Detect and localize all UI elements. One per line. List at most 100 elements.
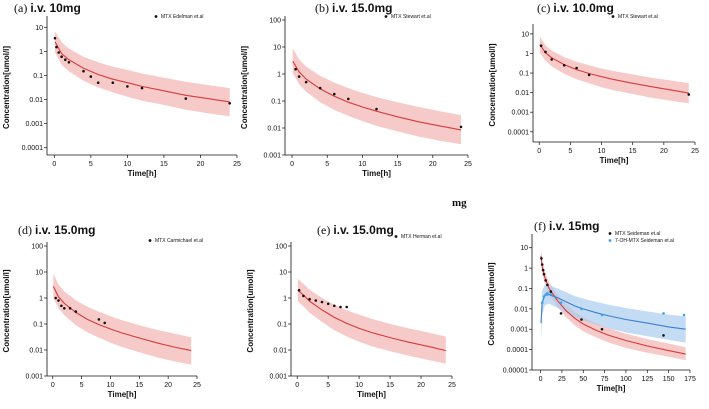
panel-title: (a) i.v. 10mg bbox=[14, 1, 81, 15]
data-point bbox=[326, 302, 330, 306]
x-tick-label: 20 bbox=[197, 161, 205, 168]
data-point bbox=[580, 318, 583, 321]
x-axis-label: Time[h] bbox=[128, 169, 157, 178]
y-tick-label: 0.01 bbox=[514, 306, 528, 313]
metabolite-data-point bbox=[600, 313, 604, 317]
y-tick-label: 0.01 bbox=[515, 90, 529, 97]
data-point bbox=[318, 86, 322, 90]
panel-d: (d) i.v. 15.0mg 100 10 1 0.1 0.01 0.001 0 5 10 15 2… bbox=[2, 223, 203, 399]
data-point bbox=[347, 97, 350, 101]
data-point bbox=[540, 263, 544, 266]
data-point bbox=[575, 66, 578, 70]
x-tick-label: 0 bbox=[51, 382, 55, 389]
data-point bbox=[57, 51, 60, 54]
y-tick-label: 0.1 bbox=[519, 71, 529, 78]
y-axis-label: Concentration[umol/l] bbox=[488, 43, 497, 126]
model-prediction-band bbox=[539, 36, 689, 104]
x-tick-label: 25 bbox=[464, 161, 472, 168]
metabolite-data-point bbox=[544, 293, 547, 296]
x-tick-label: 0 bbox=[52, 161, 56, 168]
data-point bbox=[67, 61, 71, 64]
data-point bbox=[74, 310, 78, 313]
legend-marker bbox=[148, 239, 152, 242]
x-tick-label: 5 bbox=[568, 148, 572, 155]
x-axis-label: Time[h] bbox=[597, 384, 626, 393]
panel-e: (e) i.v. 15.0mg 100 10 1 0.1 0.01 0.001 0 5 10 15 2… bbox=[246, 223, 456, 399]
data-point bbox=[304, 80, 308, 84]
y-tick-label: 1 bbox=[39, 49, 43, 56]
panel-dose: i.v. 15.0mg bbox=[333, 223, 393, 237]
metabolite-data-point bbox=[549, 293, 553, 296]
data-point bbox=[333, 92, 336, 96]
data-point bbox=[297, 75, 301, 78]
x-axis-label: Time[h] bbox=[362, 169, 391, 178]
x-tick-label: 20 bbox=[660, 148, 668, 155]
y-tick-label: 1 bbox=[39, 296, 43, 303]
x-tick-label: 25 bbox=[448, 382, 456, 389]
x-tick-label: 10 bbox=[123, 161, 131, 168]
y-axis-label: Concentration[umol/l] bbox=[240, 46, 249, 129]
x-tick-label: 25 bbox=[193, 382, 201, 389]
y-tick-label: 0.001 bbox=[510, 327, 528, 334]
legend-marker bbox=[394, 235, 398, 238]
legend-marker bbox=[154, 15, 158, 18]
data-point bbox=[184, 97, 188, 100]
x-tick-label: 5 bbox=[89, 161, 93, 168]
data-point bbox=[308, 297, 311, 301]
data-point bbox=[587, 73, 591, 77]
panel-c: (c) i.v. 10.0mg 10 1 0.1 0.01 0.001 0.0001 0 5 10… bbox=[488, 1, 699, 165]
data-point bbox=[228, 102, 231, 105]
y-tick-label: 0.1 bbox=[33, 322, 43, 329]
legend-label: MTX Edelman et.al bbox=[161, 14, 204, 20]
y-tick-label: 100 bbox=[275, 244, 287, 251]
y-tick-label: 0.01 bbox=[273, 348, 287, 355]
panel-dose: i.v. 15.0mg bbox=[35, 223, 95, 237]
data-point bbox=[111, 81, 115, 84]
panel-letter: (a) bbox=[14, 1, 30, 15]
x-tick-label: 10 bbox=[355, 382, 363, 389]
data-point bbox=[541, 268, 545, 272]
x-tick-label: 100 bbox=[620, 376, 632, 383]
data-point bbox=[345, 305, 349, 309]
x-tick-label: 20 bbox=[417, 382, 425, 389]
x-tick-label: 0 bbox=[290, 161, 294, 168]
y-axis-label: Concentration[umol/l] bbox=[246, 269, 255, 352]
legend-marker bbox=[611, 15, 615, 18]
metabolite-data-point bbox=[546, 291, 549, 295]
x-tick-label: 25 bbox=[691, 148, 699, 155]
data-point bbox=[302, 294, 305, 298]
stray-mg-label: mg bbox=[452, 197, 467, 209]
x-tick-label: 5 bbox=[325, 161, 329, 168]
data-point bbox=[540, 257, 543, 260]
panel-title: (d) i.v. 15.0mg bbox=[18, 223, 95, 237]
data-point bbox=[375, 107, 378, 111]
y-tick-label: 0.001 bbox=[269, 374, 287, 381]
data-point bbox=[333, 304, 336, 308]
panel-b: (b) i.v. 15.0mg 100 10 1 0.1 0.01 0.001 0 5 10 15 2… bbox=[240, 1, 472, 178]
panel-dose: i.v. 15.0mg bbox=[332, 1, 392, 15]
x-tick-label: 10 bbox=[359, 161, 367, 168]
legend-label: MTX Herman et.al bbox=[401, 234, 442, 240]
data-point bbox=[562, 64, 566, 67]
data-point bbox=[89, 75, 93, 78]
data-point bbox=[542, 272, 546, 276]
y-tick-label: 0.001 bbox=[25, 121, 43, 128]
panel-title: (e) i.v. 15.0mg bbox=[317, 223, 394, 237]
panel-f: (f) i.v. 15mg 10 1 0.1 0.01 0.001 0.0001 0.0000… bbox=[487, 219, 696, 393]
data-point bbox=[103, 321, 106, 325]
data-point bbox=[297, 288, 301, 292]
data-point bbox=[54, 296, 57, 300]
data-point bbox=[600, 327, 604, 331]
y-tick-label: 0.1 bbox=[33, 73, 43, 80]
y-tick-label: 0.0001 bbox=[22, 145, 44, 152]
data-point bbox=[544, 50, 547, 54]
y-tick-label: 0.0001 bbox=[507, 347, 529, 354]
panel-letter: (b) bbox=[315, 1, 332, 15]
y-tick-label: 1 bbox=[524, 266, 528, 273]
y-tick-label: 10 bbox=[35, 270, 43, 277]
model-prediction-band bbox=[292, 48, 461, 145]
x-tick-label: 75 bbox=[601, 376, 609, 383]
panel-title: (b) i.v. 15.0mg bbox=[315, 1, 392, 15]
model-line bbox=[54, 41, 230, 103]
data-point bbox=[63, 307, 66, 310]
